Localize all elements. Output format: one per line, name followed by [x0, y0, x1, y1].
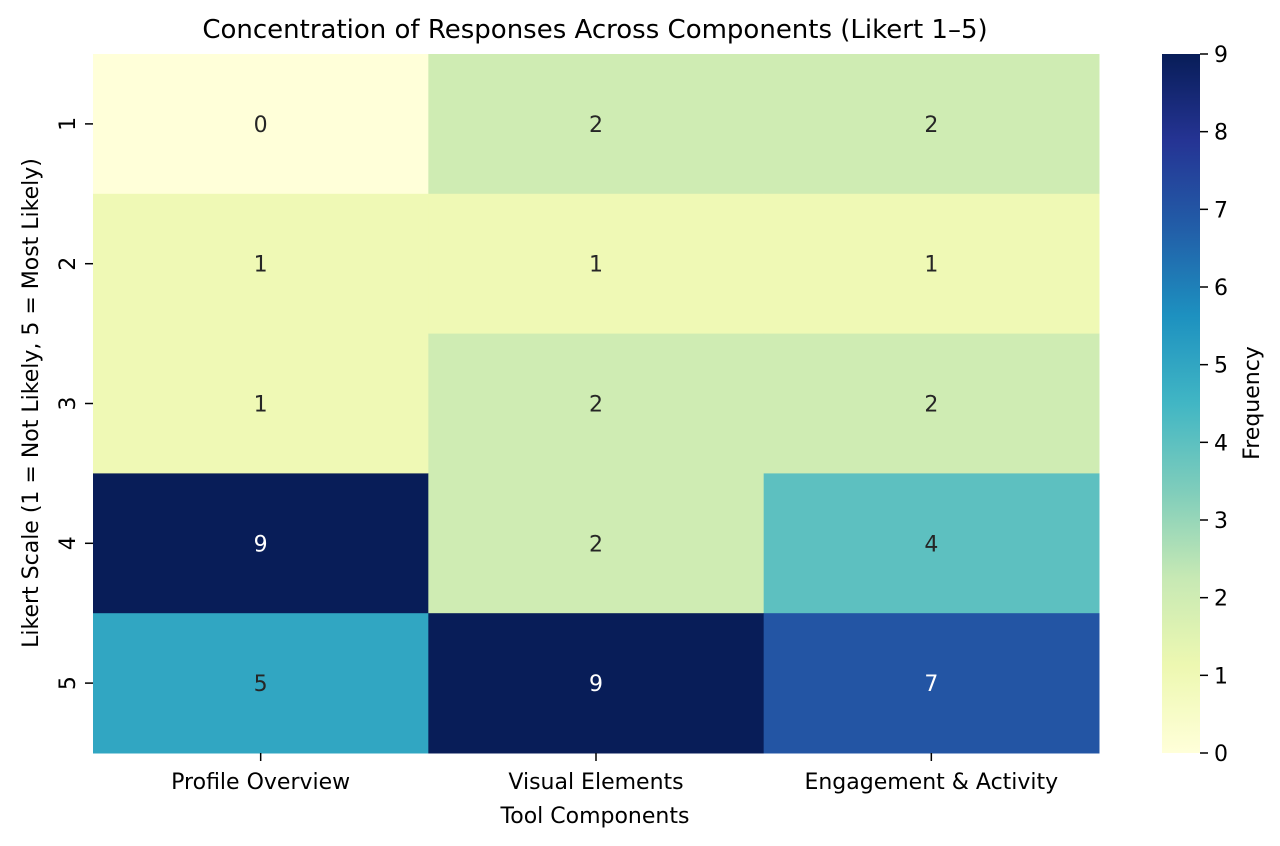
heatmap-cell	[93, 613, 429, 754]
y-tick-label: 2	[56, 257, 81, 271]
heatmap-cell	[93, 54, 429, 195]
heatmap-cells	[93, 54, 1100, 754]
heatmap-cell	[428, 613, 765, 754]
colorbar-tick-label: 5	[1214, 354, 1228, 379]
colorbar	[1162, 54, 1200, 753]
y-tick-label: 4	[56, 536, 81, 550]
heatmap-cell	[763, 333, 1100, 474]
cell-value-label: 4	[924, 532, 938, 557]
cell-value-label: 2	[589, 532, 603, 557]
cell-value-label: 2	[589, 393, 603, 418]
y-tick-label: 1	[56, 117, 81, 131]
x-axis-ticks: Profile Overview Visual Elements Engagemen…	[171, 753, 1058, 795]
cell-value-label: 9	[254, 532, 268, 557]
cell-value-label: 1	[589, 253, 603, 278]
cell-value-label: 2	[924, 393, 938, 418]
heatmap-cell	[428, 473, 765, 614]
cell-value-label: 9	[589, 672, 603, 697]
y-axis-label: Likert Scale (1 = Not Likely, 5 = Most L…	[19, 158, 44, 648]
colorbar-tick-label: 8	[1214, 121, 1228, 146]
colorbar-tick-label: 3	[1214, 509, 1228, 534]
colorbar-label: Frequency	[1240, 346, 1265, 460]
colorbar-tick-label: 0	[1214, 742, 1228, 767]
heatmap-cell	[93, 333, 429, 474]
chart-title: Concentration of Responses Across Compon…	[202, 15, 987, 45]
heatmap-cell	[428, 54, 765, 195]
colorbar-tick-label: 7	[1214, 198, 1228, 223]
x-tick-label: Profile Overview	[171, 770, 350, 795]
heatmap-cell	[763, 473, 1100, 614]
heatmap-cell	[428, 193, 765, 335]
cell-value-label: 1	[924, 253, 938, 278]
x-tick-label: Engagement & Activity	[804, 770, 1058, 795]
cell-value-label: 7	[924, 672, 938, 697]
heatmap-cell	[763, 193, 1100, 335]
heatmap-cell	[763, 613, 1100, 754]
cell-value-label: 0	[254, 113, 268, 138]
colorbar-tick-label: 9	[1214, 43, 1228, 68]
x-tick-label: Visual Elements	[508, 770, 683, 795]
y-tick-label: 5	[56, 676, 81, 690]
colorbar-tick-label: 2	[1214, 587, 1228, 612]
heatmap-cell	[428, 333, 765, 474]
cell-value-label: 1	[254, 253, 268, 278]
heatmap-cell	[93, 473, 429, 614]
colorbar-tick-label: 4	[1214, 431, 1228, 456]
heatmap-cell	[93, 193, 429, 335]
y-tick-label: 3	[56, 397, 81, 411]
colorbar-tick-label: 1	[1214, 664, 1228, 689]
colorbar-ticks: 0 1 2 3 4 5 6 7 8 9	[1200, 43, 1228, 767]
cell-value-label: 5	[254, 672, 268, 697]
heatmap-cell	[763, 54, 1100, 195]
heatmap-cell-labels: 0 2 2 1 1 1 1 2 2 9 2 4 5 9 7	[254, 113, 939, 697]
cell-value-label: 2	[924, 113, 938, 138]
y-axis-ticks: 1 2 3 4 5	[56, 117, 93, 690]
cell-value-label: 2	[589, 113, 603, 138]
x-axis-label: Tool Components	[500, 804, 690, 829]
cell-value-label: 1	[254, 393, 268, 418]
colorbar-tick-label: 6	[1214, 276, 1228, 301]
